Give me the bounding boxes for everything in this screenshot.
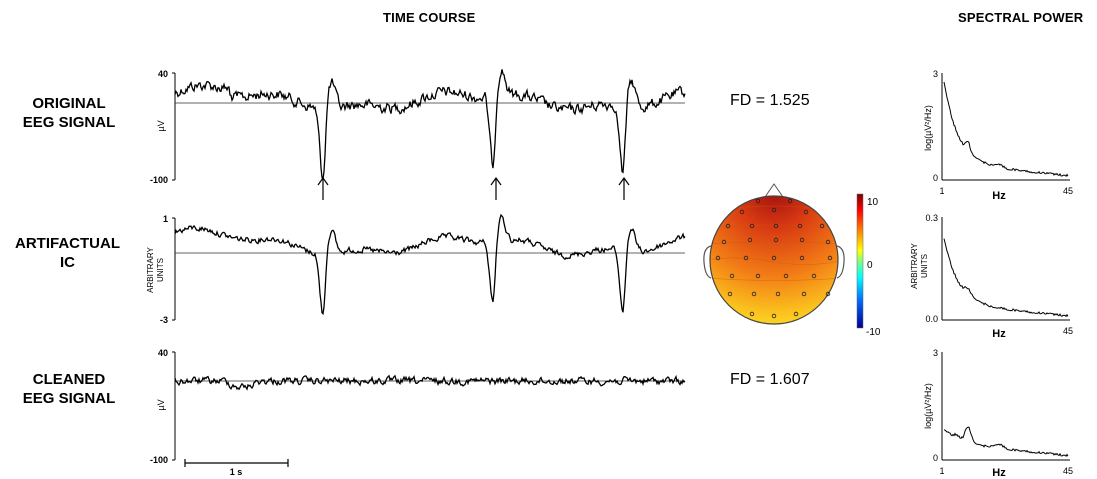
electrode-marker	[725, 223, 731, 229]
colorbar-gradient	[856, 193, 864, 329]
colorbar-tick-mid: 0	[867, 260, 873, 271]
ic-ylabel-line1: ARBITRARY	[146, 247, 155, 293]
spec1-curve	[943, 81, 1069, 177]
electrode-marker	[727, 291, 733, 297]
row-label-cleaned: CLEANED EEG SIGNAL	[22, 371, 116, 407]
artifactual-ic-panel: 1 -3 ARBITRARY UNITS	[146, 213, 686, 325]
electrode-marker	[739, 209, 745, 215]
head-outline	[709, 195, 839, 325]
electrodes	[715, 198, 833, 319]
fd-value-original: FD = 1.525	[730, 92, 810, 109]
spectrum-cleaned: 3 0 1 45 Hz log(µV²/Hz)	[923, 348, 1073, 479]
spec1-ylabel: log(µV²/Hz)	[923, 105, 933, 151]
time-scale-bar: 1 s	[184, 459, 289, 477]
spectrum-original: 3 0 1 45 Hz log(µV²/Hz)	[923, 69, 1073, 202]
colorbar: 10 0 -10	[856, 193, 881, 338]
electrode-marker	[771, 207, 777, 213]
spectrum-ic: 0.3 0.0 45 Hz ARBITRARY UNITS	[910, 213, 1073, 340]
spec1-ytick-top: 3	[933, 69, 938, 79]
row-label-artifactual-ic: ARTIFACTUAL IC	[15, 235, 120, 271]
ic-ytick-bottom-label: -3	[160, 315, 168, 325]
electrode-marker	[755, 198, 761, 204]
electrode-marker	[755, 273, 761, 279]
electrode-marker	[729, 273, 735, 279]
electrode-marker	[793, 311, 799, 317]
electrode-marker	[801, 291, 807, 297]
artifact-arrow	[618, 176, 630, 200]
ic-ylabel-line2: UNITS	[156, 258, 165, 282]
cleaned-eeg-panel: 40 -100 µV 1 s	[150, 348, 686, 477]
original-ylabel: µV	[156, 120, 166, 131]
spec1-xtick-left: 1	[939, 186, 944, 196]
colorbar-tick-bottom: -10	[866, 327, 881, 338]
left-ear	[703, 245, 712, 279]
electrode-marker	[773, 237, 779, 243]
spec2-xlabel: Hz	[992, 328, 1006, 340]
spec2-curve	[943, 238, 1069, 318]
electrode-marker	[773, 223, 779, 229]
electrode-marker	[783, 273, 789, 279]
cleaned-ylabel: µV	[156, 399, 166, 410]
spec3-xtick-right: 45	[1063, 466, 1073, 476]
electrode-marker	[743, 255, 749, 261]
electrode-marker	[721, 239, 727, 245]
spec3-curve	[943, 426, 1069, 458]
original-eeg-panel: 40 -100 µV	[150, 69, 686, 200]
electrode-marker	[819, 223, 825, 229]
electrode-marker	[799, 237, 805, 243]
spec1-xtick-right: 45	[1063, 186, 1073, 196]
electrode-marker	[787, 198, 793, 204]
row-label-original: ORIGINAL EEG SIGNAL	[22, 95, 116, 131]
original-eeg-trace	[174, 69, 686, 182]
scale-bar-label: 1 s	[230, 467, 243, 477]
spec3-xtick-left: 1	[939, 466, 944, 476]
electrode-marker	[799, 255, 805, 261]
spec2-ylabel-line1: ARBITRARY	[910, 243, 919, 289]
artifact-arrows	[317, 176, 630, 200]
electrode-marker	[771, 313, 777, 319]
spec3-xlabel: Hz	[992, 467, 1006, 479]
spec2-ytick-top: 0.3	[925, 213, 938, 223]
spec2-xtick-right: 45	[1063, 326, 1073, 336]
electrode-marker	[749, 223, 755, 229]
spec1-xlabel: Hz	[992, 190, 1006, 202]
electrode-marker	[775, 291, 781, 297]
cleaned-eeg-trace	[174, 374, 686, 391]
electrode-marker	[803, 209, 809, 215]
spec3-ytick-top: 3	[933, 348, 938, 358]
colorbar-tick-top: 10	[867, 197, 879, 208]
electrode-marker	[825, 239, 831, 245]
electrode-marker	[811, 273, 817, 279]
original-ytick-top-label: 40	[158, 69, 168, 79]
spec1-ytick-bottom: 0	[933, 173, 938, 183]
spec2-ylabel-line2: UNITS	[920, 254, 929, 278]
spectral-power-header: SPECTRAL POWER	[958, 10, 1084, 25]
cleaned-ytick-bottom-label: -100	[150, 455, 168, 465]
fd-value-cleaned: FD = 1.607	[730, 371, 810, 388]
spec2-ytick-bottom: 0.0	[925, 314, 938, 324]
electrode-marker	[825, 291, 831, 297]
electrode-marker	[827, 255, 833, 261]
electrode-marker	[771, 255, 777, 261]
artifact-arrow	[490, 176, 502, 200]
electrode-marker	[749, 311, 755, 317]
electrode-marker	[747, 237, 753, 243]
electrode-marker	[797, 223, 803, 229]
spec3-ytick-bottom: 0	[933, 453, 938, 463]
nose	[764, 183, 784, 198]
original-ytick-bottom-label: -100	[150, 175, 168, 185]
electrode-marker	[715, 255, 721, 261]
ic-ytick-top-label: 1	[163, 214, 168, 224]
electrode-marker	[751, 291, 757, 297]
time-course-header: TIME COURSE	[383, 10, 476, 25]
right-ear	[836, 245, 845, 279]
spec3-ylabel: log(µV²/Hz)	[923, 383, 933, 429]
cleaned-ytick-top-label: 40	[158, 348, 168, 358]
scalp-topography	[703, 183, 845, 325]
ic-trace	[174, 213, 686, 316]
artifact-arrow	[317, 176, 329, 200]
